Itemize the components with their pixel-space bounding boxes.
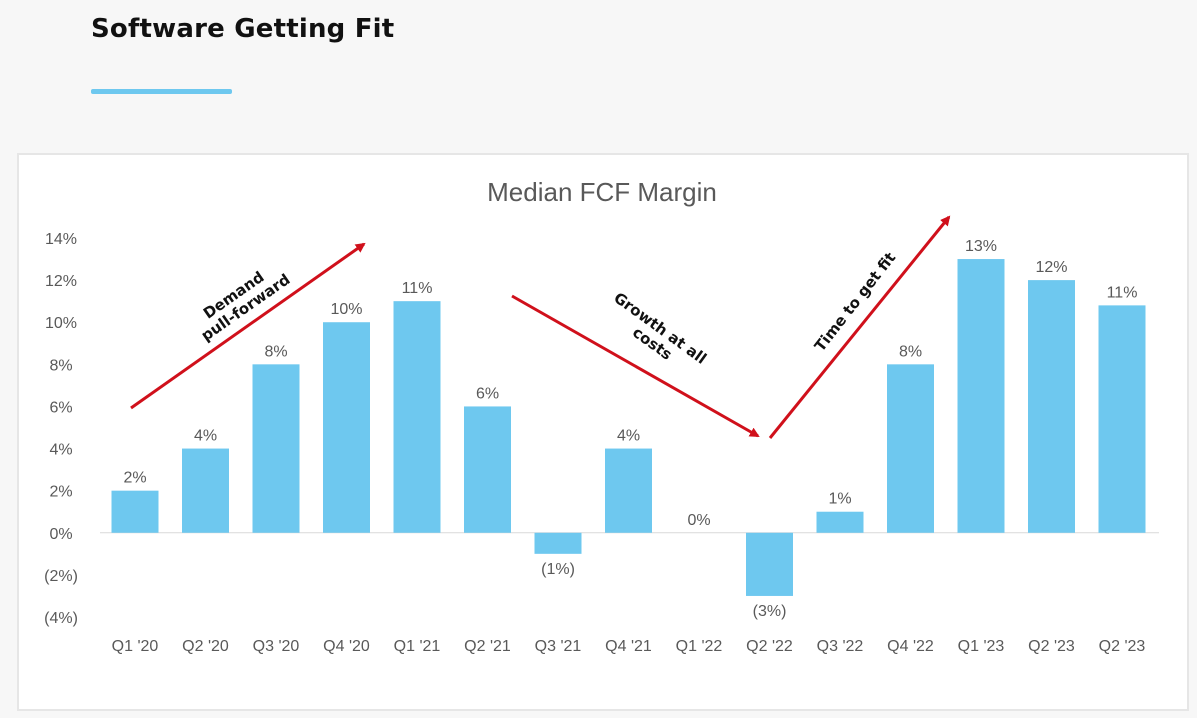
- bar: [1098, 305, 1146, 533]
- x-tick-label: Q2 '20: [182, 638, 229, 655]
- y-tick-label: 6%: [49, 399, 72, 416]
- bar: [252, 364, 300, 533]
- bar: [464, 406, 511, 533]
- bar: [887, 364, 934, 533]
- data-label: 4%: [617, 428, 640, 445]
- bar: [1028, 280, 1075, 533]
- x-tick-label: Q3 '22: [817, 638, 864, 655]
- x-tick-label: Q3 '21: [535, 638, 582, 655]
- chart-title: Median FCF Margin: [487, 177, 717, 207]
- x-axis: Q1 '20 Q2 '20 Q3 '20 Q4 '20 Q1 '21 Q2 '21 Q3 '…: [112, 638, 1146, 655]
- x-tick-label: Q4 '22: [887, 638, 934, 655]
- data-label: 8%: [899, 343, 922, 360]
- y-tick-label: 10%: [45, 315, 77, 332]
- data-label: 11%: [402, 280, 433, 297]
- y-tick-label: 8%: [49, 357, 72, 374]
- x-tick-label: Q2 '23: [1099, 638, 1146, 655]
- data-label: 13%: [965, 238, 997, 255]
- y-tick-label: 2%: [49, 484, 72, 501]
- fit-arrow: [768, 215, 951, 439]
- x-tick-label: Q1 '22: [676, 638, 723, 655]
- growth-arrow: [511, 294, 760, 438]
- bar: [393, 301, 441, 533]
- x-tick-label: Q3 '20: [253, 638, 300, 655]
- bar-series: [111, 259, 1146, 596]
- y-tick-label: 14%: [45, 231, 77, 248]
- trend-arrows: [130, 215, 951, 439]
- data-label: (3%): [753, 603, 787, 620]
- data-label: 12%: [1035, 259, 1067, 276]
- data-label: 8%: [264, 343, 287, 360]
- x-tick-label: Q1 '20: [112, 638, 159, 655]
- x-tick-label: Q2 '23: [1028, 638, 1075, 655]
- data-label: 0%: [687, 512, 710, 529]
- y-tick-label: 4%: [49, 442, 72, 459]
- data-label: 11%: [1107, 284, 1138, 301]
- data-label: 6%: [476, 385, 499, 402]
- x-tick-label: Q1 '23: [958, 638, 1005, 655]
- annotation-time-to-get-fit: Time to get fit: [811, 249, 899, 355]
- title-underline: [91, 89, 232, 94]
- y-axis: 14% 12% 10% 8% 6% 4% 2% 0% (2%) (4%): [44, 231, 78, 627]
- bar: [605, 448, 652, 533]
- bar: [957, 259, 1005, 533]
- x-tick-label: Q1 '21: [394, 638, 441, 655]
- y-tick-label: (4%): [44, 610, 78, 627]
- x-tick-label: Q4 '20: [323, 638, 370, 655]
- bar: [746, 532, 793, 596]
- annotation-growth-at-all-costs: Growth at all costs: [600, 289, 714, 385]
- slide-title: Software Getting Fit: [91, 14, 395, 44]
- x-tick-label: Q2 '21: [464, 638, 511, 655]
- x-tick-label: Q2 '22: [746, 638, 793, 655]
- bar: [182, 448, 229, 533]
- demand-arrow: [130, 242, 366, 410]
- data-label: 2%: [123, 470, 146, 487]
- x-tick-label: Q4 '21: [605, 638, 652, 655]
- bar: [323, 322, 370, 533]
- data-label: 10%: [330, 301, 362, 318]
- bar: [816, 511, 864, 533]
- bar: [534, 532, 582, 554]
- y-tick-label: 0%: [49, 526, 72, 543]
- data-labels: 2% 4% 8% 10% 11% 6% (1%) 4% 0% (3%) 1% 8% 13% 12% 11%: [123, 238, 1137, 620]
- data-label: (1%): [541, 561, 575, 578]
- data-label: 4%: [194, 428, 217, 445]
- bar: [111, 490, 159, 533]
- data-label: 1%: [828, 491, 851, 508]
- y-tick-label: 12%: [45, 273, 77, 290]
- y-tick-label: (2%): [44, 568, 78, 585]
